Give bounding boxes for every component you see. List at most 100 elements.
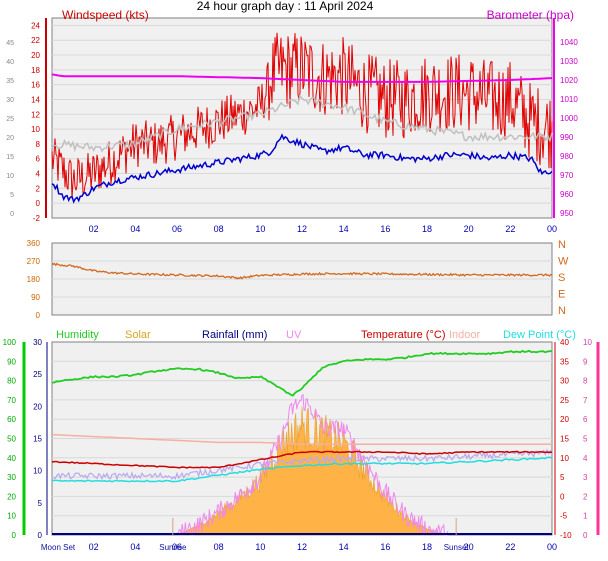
humidity-tick: 0 xyxy=(12,531,17,540)
uv-tick: 5 xyxy=(583,435,588,444)
barometer-line xyxy=(51,73,553,83)
temperature-tick: -10 xyxy=(560,531,572,540)
barometer-tick: 1000 xyxy=(560,114,578,123)
humidity-tick: 90 xyxy=(7,357,16,366)
rainfall-axis-ticks: 30 25 20 15 10 5 0 xyxy=(33,338,48,540)
temperature-line xyxy=(51,450,553,469)
wind-outer-axis-ticks: 45 40 35 30 25 20 15 10 5 0 xyxy=(6,40,14,218)
barometer-tick: 960 xyxy=(560,190,574,199)
x-tick: 04 xyxy=(130,224,140,234)
compass-tick: E xyxy=(558,289,565,301)
uv-tick: 9 xyxy=(583,357,588,366)
rainfall-tick: 5 xyxy=(38,499,43,508)
barometer-tick: 950 xyxy=(560,209,574,218)
outer-tick: 15 xyxy=(6,154,14,161)
wind-baro-series xyxy=(51,32,553,204)
indoor-line xyxy=(51,433,552,446)
dew-point-line xyxy=(51,456,553,483)
temperature-tick: 0 xyxy=(560,492,565,501)
uv-tick: 6 xyxy=(583,415,588,424)
humidity-tick: 60 xyxy=(7,415,16,424)
legend-label: Humidity xyxy=(56,329,99,341)
temperature-tick: -5 xyxy=(560,512,568,521)
temperature-axis-ticks: 40 35 30 25 20 15 10 5 0 -5 -10 xyxy=(554,338,572,540)
x-tick: 14 xyxy=(339,224,349,234)
temperature-tick: 20 xyxy=(560,415,569,424)
x-tick: 02 xyxy=(89,542,99,552)
temperature-tick: 15 xyxy=(560,435,569,444)
weather-legend: Humidity Solar Rainfall (mm) UV Temperature … xyxy=(56,329,576,341)
compass-tick: W xyxy=(558,256,569,268)
direction-degree-tick: 360 xyxy=(27,239,41,248)
windspeed-tick: 12 xyxy=(31,110,40,119)
compass-tick: N xyxy=(558,239,566,251)
windspeed-tick: 20 xyxy=(31,51,40,60)
x-tick: 14 xyxy=(339,542,349,552)
outer-tick: 40 xyxy=(6,59,14,66)
windspeed-tick: 14 xyxy=(31,95,40,104)
outer-tick: 10 xyxy=(6,173,14,180)
compass-tick: S xyxy=(558,272,565,284)
x-tick: 18 xyxy=(422,542,432,552)
barometer-tick: 990 xyxy=(560,133,574,142)
wind-direction-line xyxy=(51,262,553,280)
x-tick: 22 xyxy=(505,542,515,552)
x-tick: 20 xyxy=(464,224,474,234)
uv-line xyxy=(176,393,449,537)
barometer-tick: 970 xyxy=(560,171,574,180)
windspeed-tick: 18 xyxy=(31,66,40,75)
windspeed-tick: 16 xyxy=(31,81,40,90)
temperature-tick: 30 xyxy=(560,377,569,386)
windspeed-tick: 4 xyxy=(36,170,41,179)
humidity-tick: 50 xyxy=(7,435,16,444)
humidity-tick: 30 xyxy=(7,473,16,482)
windspeed-tick: 6 xyxy=(36,155,41,164)
windspeed-axis-title: Windspeed (kts) xyxy=(62,8,149,22)
windspeed-tick: -2 xyxy=(33,214,41,223)
uv-tick: 3 xyxy=(583,473,588,482)
rainfall-tick: 15 xyxy=(33,435,42,444)
x-tick: 16 xyxy=(380,542,390,552)
uv-tick: 0 xyxy=(583,531,588,540)
event-label: Sunset xyxy=(444,543,470,552)
x-tick: 02 xyxy=(89,224,99,234)
astronomy-events: Moon Set Sunrise Sunset xyxy=(41,518,470,552)
legend-label: Rainfall (mm) xyxy=(202,329,267,341)
x-tick: 10 xyxy=(255,224,265,234)
humidity-tick: 20 xyxy=(7,492,16,501)
barometer-tick: 1020 xyxy=(560,76,578,85)
weather-panel: Humidity Solar Rainfall (mm) UV Temperature … xyxy=(3,329,600,552)
x-tick: 12 xyxy=(297,224,307,234)
temperature-tick: 5 xyxy=(560,473,565,482)
direction-degree-ticks: 360 270 180 90 0 xyxy=(27,239,41,320)
humidity-tick: 40 xyxy=(7,454,16,463)
wind-x-axis-ticks: 02 04 06 08 10 12 14 16 18 20 22 00 xyxy=(89,224,557,234)
rainfall-tick: 0 xyxy=(38,531,43,540)
humidity-tick: 10 xyxy=(7,512,16,521)
legend-label: Temperature (°C) xyxy=(361,329,445,341)
legend-label: Indoor xyxy=(449,329,481,341)
x-tick: 08 xyxy=(214,224,224,234)
outer-tick: 30 xyxy=(6,97,14,104)
barometer-axis-ticks: 1040 1030 1020 1010 1000 990 980 970 960 950 xyxy=(553,18,578,218)
uv-tick: 2 xyxy=(583,492,588,501)
outer-tick: 35 xyxy=(6,78,14,85)
outer-tick: 5 xyxy=(10,192,14,199)
windspeed-tick: 2 xyxy=(36,184,41,193)
x-tick: 18 xyxy=(422,224,432,234)
direction-series xyxy=(51,262,553,280)
uv-tick: 7 xyxy=(583,396,588,405)
apparent-temperature-line xyxy=(51,448,553,481)
humidity-tick: 70 xyxy=(7,396,16,405)
weather-series xyxy=(51,349,553,537)
windspeed-tick: 8 xyxy=(36,140,41,149)
outer-tick: 0 xyxy=(10,211,14,218)
x-tick: 04 xyxy=(130,542,140,552)
direction-degree-tick: 270 xyxy=(27,257,41,266)
x-tick: 08 xyxy=(214,542,224,552)
